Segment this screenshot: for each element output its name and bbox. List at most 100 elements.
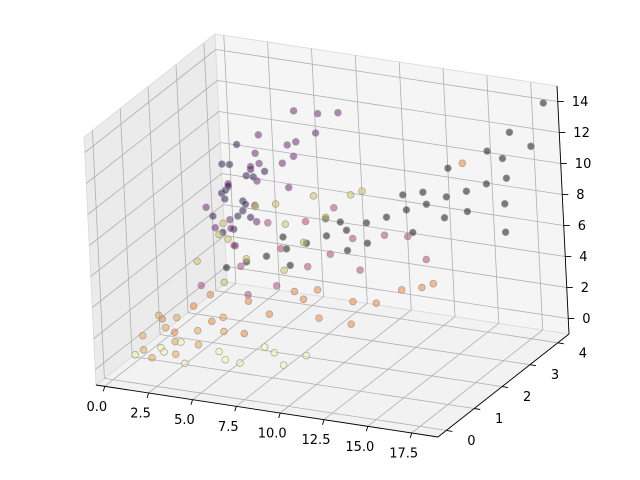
- y-tick-mark: [474, 408, 481, 410]
- y-tick-mark: [557, 342, 564, 345]
- grid-line-x-floor: [104, 282, 237, 387]
- data-point: [313, 286, 322, 294]
- data-point: [343, 246, 352, 255]
- data-point: [181, 359, 189, 368]
- data-point: [230, 241, 238, 250]
- x-tick-label: 17.5: [389, 447, 418, 462]
- data-point: [402, 206, 411, 214]
- z-tick-label: 0: [582, 312, 590, 327]
- grid-line-y-floor: [104, 378, 447, 431]
- grid-line-z-left: [93, 235, 226, 339]
- data-point: [241, 200, 250, 208]
- data-point: [240, 329, 249, 338]
- data-point: [215, 230, 223, 239]
- data-point: [301, 217, 310, 226]
- data-points: [131, 99, 548, 369]
- data-point: [209, 212, 217, 220]
- data-point: [292, 138, 300, 146]
- data-point: [234, 212, 242, 220]
- grid-line-y-left: [119, 108, 133, 357]
- grid-line-y-floor: [160, 334, 503, 387]
- data-point: [463, 207, 472, 216]
- grid-line-z-back: [218, 111, 561, 164]
- grid-line-y-left: [147, 86, 161, 335]
- z-tick-label: 4: [579, 250, 587, 265]
- axis-lines: [95, 85, 570, 438]
- data-point: [322, 232, 331, 240]
- data-point: [218, 160, 226, 168]
- data-point: [272, 281, 281, 290]
- data-point: [280, 266, 288, 275]
- data-point: [482, 180, 491, 188]
- x-tick-label: 2.5: [130, 407, 151, 422]
- z-tick-label: 8: [576, 188, 584, 203]
- data-point: [289, 152, 298, 161]
- x-tick-mark: [190, 399, 193, 405]
- data-point: [244, 290, 252, 299]
- y-tick-label: 2: [523, 390, 531, 405]
- y-tick-mark: [502, 386, 509, 389]
- x-tick-mark: [278, 412, 281, 419]
- data-point: [403, 232, 412, 241]
- x-tick-mark: [234, 406, 237, 412]
- data-point: [418, 283, 426, 292]
- data-point: [279, 361, 288, 369]
- grid-line-z-left: [86, 80, 218, 184]
- x-tick-label: 5.0: [174, 413, 195, 428]
- data-point: [260, 167, 269, 176]
- data-point: [279, 233, 287, 241]
- data-point: [148, 354, 156, 362]
- data-point: [131, 351, 139, 359]
- tick-labels: 0.0 2.5 5.0 7.5 10.0 12.5 15.0 17.5012340246810…: [86, 95, 591, 462]
- data-point: [221, 355, 230, 364]
- grid-line-x-back: [486, 75, 500, 324]
- grid-line-x-back: [398, 61, 412, 311]
- data-point: [347, 320, 355, 328]
- y-tick-label: 3: [551, 368, 559, 383]
- grid-line-x-floor: [367, 322, 500, 427]
- data-point: [334, 108, 342, 117]
- data-point: [220, 278, 229, 287]
- data-point: [356, 266, 364, 274]
- x-tick-label: 15.0: [345, 440, 374, 455]
- data-point: [429, 279, 438, 288]
- data-point: [160, 348, 168, 356]
- data-point: [382, 213, 391, 221]
- data-point: [399, 191, 407, 199]
- data-point: [271, 200, 280, 208]
- data-point: [462, 187, 471, 195]
- data-point: [154, 311, 163, 320]
- data-point: [226, 215, 234, 224]
- data-point: [342, 226, 351, 234]
- data-point: [299, 295, 308, 303]
- data-point: [299, 238, 308, 247]
- data-point: [237, 262, 245, 271]
- data-point: [173, 313, 181, 322]
- data-point: [505, 128, 514, 137]
- grid-line-x-back: [354, 55, 368, 304]
- data-point: [251, 149, 259, 158]
- data-point: [246, 213, 255, 222]
- grid-line-y-left: [175, 64, 189, 313]
- data-point: [303, 262, 312, 271]
- data-point: [346, 191, 355, 199]
- data-point: [349, 297, 357, 306]
- data-point: [336, 218, 345, 226]
- grid-line-y-left: [203, 42, 217, 291]
- grid-line-z-left: [87, 111, 220, 215]
- y-axis-line: [437, 333, 570, 438]
- data-point: [202, 203, 210, 212]
- data-point: [290, 287, 299, 296]
- data-point: [208, 317, 216, 326]
- data-point: [501, 200, 509, 208]
- data-point: [225, 160, 234, 169]
- data-point: [236, 359, 244, 367]
- data-point: [193, 257, 201, 265]
- x-tick-label: 12.5: [302, 433, 331, 448]
- grid-line-x-floor: [192, 296, 324, 401]
- data-point: [422, 200, 431, 208]
- data-point: [501, 228, 510, 236]
- grid-line-x-floor: [236, 302, 368, 407]
- grid-line-z-back: [220, 142, 563, 195]
